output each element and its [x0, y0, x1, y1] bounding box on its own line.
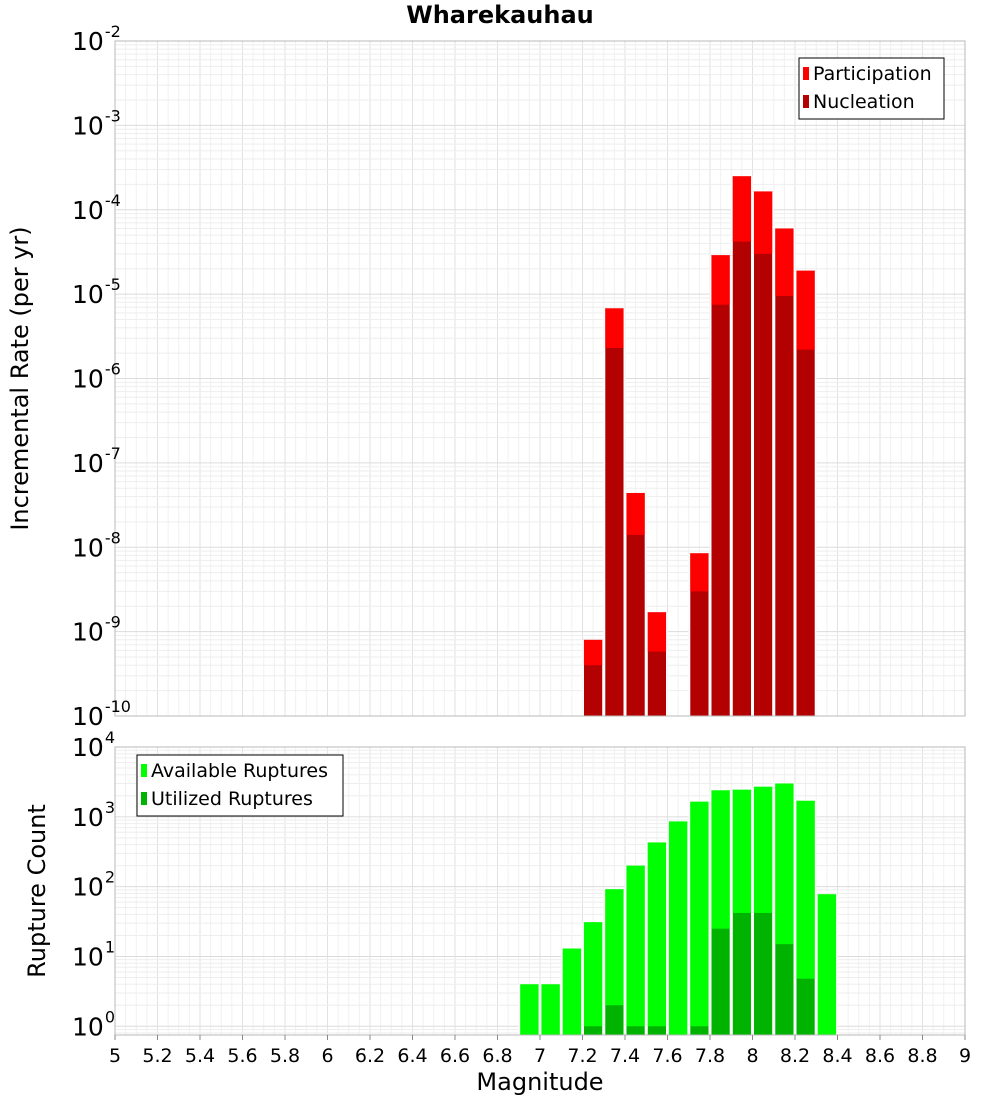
x-tick-label: 7.2: [567, 1045, 597, 1067]
legend-label: Participation: [813, 63, 932, 85]
bar: [646, 842, 667, 1035]
legend-box: [798, 57, 945, 120]
bars: [582, 176, 817, 717]
y-tick-label: 10-10: [72, 697, 131, 731]
y-tick-label: 103: [72, 798, 115, 832]
legend-swatch: [141, 792, 147, 805]
plot-frame: [114, 40, 966, 717]
x-tick-label: 5.4: [185, 1045, 215, 1067]
x-tick-label: 5.2: [142, 1045, 172, 1067]
x-tick-label: 7.8: [695, 1045, 725, 1067]
y-tick-label: 10-9: [72, 613, 121, 647]
legend-box: [136, 754, 344, 817]
x-tick-label: 6.6: [440, 1045, 470, 1067]
legend: Participation Nucleation: [798, 57, 945, 120]
bar: [795, 800, 816, 1035]
y-ticks: 10-10 10-9 10-8 10-7 10-6 10-5 10-4 10-3 10-2: [72, 22, 131, 731]
x-tick-label: 5.6: [227, 1045, 257, 1067]
legend-label: Utilized Ruptures: [151, 788, 313, 810]
y-ticks: 100 101 102 103 104: [72, 728, 115, 1041]
x-tick-label: 6.4: [397, 1045, 427, 1067]
bar: [646, 651, 667, 716]
bar: [731, 241, 752, 717]
bar: [710, 304, 731, 716]
bar: [540, 984, 561, 1035]
series-1: [583, 241, 816, 717]
bar: [731, 912, 752, 1035]
x-tick-label: 6.8: [482, 1045, 512, 1067]
legend-label: Available Ruptures: [151, 760, 328, 782]
y-tick-label: 104: [72, 728, 115, 762]
x-axis-label: Magnitude: [476, 1068, 603, 1096]
y-tick-label: 10-3: [72, 106, 121, 140]
y-axis-label: Incremental Rate (per yr): [6, 226, 34, 530]
x-tick-label: 7: [534, 1045, 546, 1067]
y-tick-label: 101: [72, 937, 115, 971]
y-tick-label: 10-2: [72, 22, 121, 56]
x-tick-label: 8.8: [907, 1045, 937, 1067]
x-tick-label: 6: [321, 1045, 333, 1067]
bar: [583, 922, 604, 1035]
bar: [689, 801, 710, 1035]
y-tick-label: 100: [72, 1007, 115, 1041]
x-tick-label: 5: [109, 1045, 121, 1067]
bar: [583, 665, 604, 716]
series-1: [583, 912, 816, 1035]
bar: [774, 944, 795, 1035]
x-tick-label: 6.2: [355, 1045, 385, 1067]
x-tick-label: 5.8: [270, 1045, 300, 1067]
bar: [583, 1026, 604, 1035]
bar: [795, 978, 816, 1035]
y-tick-label: 10-5: [72, 275, 121, 309]
y-tick-label: 10-6: [72, 360, 121, 394]
bar: [668, 821, 689, 1035]
x-tick-label: 8.2: [780, 1045, 810, 1067]
bar: [689, 591, 710, 716]
bar: [604, 347, 625, 716]
x-tick-label: 8: [746, 1045, 758, 1067]
x-tick-label: 8.6: [865, 1045, 895, 1067]
legend-swatch: [141, 764, 147, 777]
bar: [795, 349, 816, 716]
bar: [604, 1005, 625, 1035]
x-tick-label: 7.6: [652, 1045, 682, 1067]
bar: [816, 894, 837, 1035]
top-panel: 10-10 10-9 10-8 10-7 10-6 10-5 10-4 10-3 10-2 Inc…: [6, 22, 966, 731]
bar: [625, 534, 646, 716]
bottom-panel: 100 101 102 103 104 Rupture Count Available Ru…: [23, 728, 971, 1096]
bar: [689, 1026, 710, 1035]
legend-swatch: [803, 95, 809, 108]
bar: [519, 984, 540, 1035]
legend-label: Nucleation: [813, 91, 915, 113]
chart-title: Wharekauhau: [406, 1, 593, 29]
y-axis-label: Rupture Count: [23, 804, 51, 978]
bar: [774, 296, 795, 716]
grid: [114, 41, 966, 717]
x-ticks: 5 5.2 5.4 5.6 5.8 6 6.2 6.4 6.6 6.8 7 7.2 7.4 7.6 7.8 8…: [109, 1035, 971, 1067]
bar: [604, 889, 625, 1035]
bar: [561, 948, 582, 1035]
y-tick-label: 102: [72, 868, 115, 902]
x-tick-label: 9: [959, 1045, 971, 1067]
bar: [753, 253, 774, 716]
legend-swatch: [803, 67, 809, 80]
legend: Available Ruptures Utilized Ruptures: [136, 754, 344, 817]
y-tick-label: 10-4: [72, 191, 121, 225]
x-tick-label: 8.4: [822, 1045, 852, 1067]
bars: [518, 783, 838, 1035]
bar: [646, 1026, 667, 1035]
y-tick-label: 10-8: [72, 528, 121, 562]
bar: [710, 928, 731, 1035]
bar: [625, 1026, 646, 1035]
x-tick-label: 7.4: [610, 1045, 640, 1067]
bar: [625, 865, 646, 1035]
bar: [753, 912, 774, 1035]
y-tick-label: 10-7: [72, 444, 121, 478]
